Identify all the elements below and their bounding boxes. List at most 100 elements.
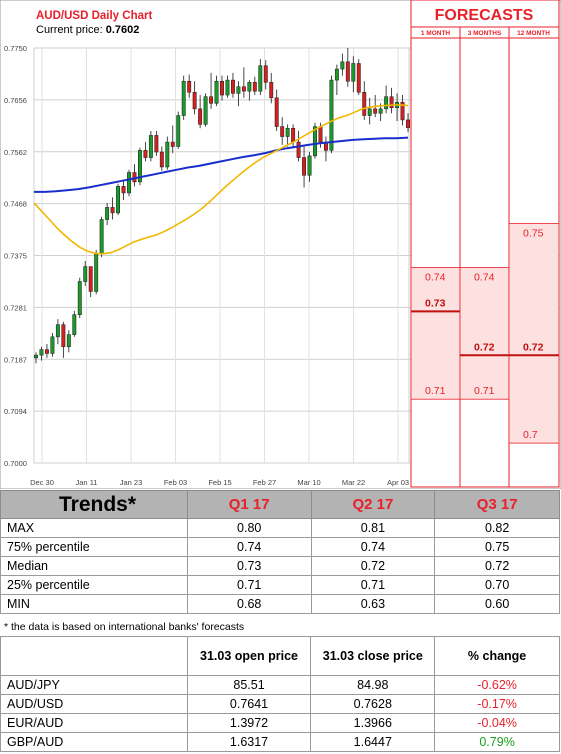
candle-body [258, 65, 263, 92]
candle-body [116, 186, 121, 214]
candle-body [302, 157, 307, 176]
cell: 0.72 [434, 556, 560, 576]
candle-body [61, 324, 66, 348]
table-row: AUD/USD 0.7641 0.7628 -0.17% [0, 694, 560, 714]
y-tick-label: 0.7562 [4, 148, 27, 157]
forecast-range [459, 267, 510, 400]
candle-body [356, 63, 361, 93]
candle-body [406, 119, 410, 128]
forecast-median-label: 0.72 [474, 341, 495, 353]
forecast-band: 0.74 0.71 0.72 [459, 267, 510, 400]
cell: 0.60 [434, 594, 560, 614]
candle [143, 142, 148, 162]
forecast-high-label: 0.75 [523, 228, 544, 240]
candle [406, 113, 410, 133]
fx-col-open: 31.03 open price [186, 636, 312, 676]
candle [72, 310, 77, 337]
current-price-caption: Current price: 0.7602 [36, 24, 139, 36]
forecast-median-label: 0.72 [523, 341, 544, 353]
candle [170, 125, 175, 154]
candle [88, 266, 93, 297]
cell: 0.73 [186, 556, 312, 576]
y-tick-label: 0.7281 [4, 303, 27, 312]
candle-body [313, 126, 317, 157]
candle-body [269, 82, 274, 99]
candle [61, 321, 66, 358]
cell: 1.3966 [310, 713, 436, 733]
candle [280, 117, 285, 145]
x-tick-label: Feb 15 [208, 478, 231, 487]
candle [94, 249, 99, 295]
cell: 0.81 [310, 518, 436, 538]
candle-body [389, 96, 394, 109]
candle-body [39, 349, 44, 356]
y-tick-label: 0.7750 [4, 44, 27, 53]
forecast-low-label: 0.71 [474, 385, 495, 397]
candle-body [252, 82, 257, 92]
change-cell: -0.62% [434, 675, 560, 695]
y-tick-label: 0.7468 [4, 200, 27, 209]
pair-label: EUR/AUD [0, 713, 188, 733]
pair-label: AUD/USD [0, 694, 188, 714]
row-label: 75% percentile [0, 537, 188, 557]
row-label: MIN [0, 594, 188, 614]
ma-slow-line [34, 136, 409, 193]
candle-body [137, 150, 142, 183]
candle [362, 81, 367, 120]
cell: 85.51 [186, 675, 312, 695]
candle [241, 67, 246, 98]
cell: 1.6317 [186, 732, 312, 752]
candle-body [181, 80, 186, 116]
row-label: 25% percentile [0, 575, 188, 595]
candle [77, 277, 82, 319]
candle-body [214, 80, 219, 104]
candle-body [55, 324, 60, 338]
table-row: 75% percentile 0.74 0.74 0.75 [0, 537, 560, 557]
candle-body [367, 108, 372, 116]
cell: 1.6447 [310, 732, 436, 752]
candle [55, 319, 60, 345]
candle [148, 131, 153, 162]
y-tick-label: 0.7375 [4, 252, 27, 261]
forecast-range [410, 267, 461, 400]
x-tick-label: Feb 03 [164, 478, 187, 487]
candle [137, 147, 142, 186]
candle-body [230, 79, 235, 94]
ma-fast-line [33, 104, 409, 255]
cell: 0.82 [434, 518, 560, 538]
forecast-median-label: 0.73 [425, 297, 446, 309]
candle [34, 352, 38, 364]
candle-body [83, 266, 88, 282]
candle-body [209, 96, 214, 104]
pair-label: AUD/JPY [0, 675, 188, 695]
candle-body [318, 126, 323, 143]
candle [127, 169, 131, 197]
candle [187, 74, 192, 98]
x-tick-label: Feb 27 [253, 478, 276, 487]
candle-body [187, 80, 192, 93]
x-tick-label: Mar 10 [297, 478, 320, 487]
trends-table: Trends* Q1 17 Q2 17 Q3 17 MAX 0.80 0.81 … [0, 490, 560, 614]
candle-body [345, 61, 350, 82]
forecasts-title: FORECASTS [435, 7, 534, 24]
candle [307, 152, 312, 182]
cell: 0.71 [310, 575, 436, 595]
candle-body [236, 86, 241, 94]
candle-body [176, 115, 181, 147]
candle-body [247, 82, 252, 92]
candle-body [280, 126, 285, 137]
candle-body [105, 207, 110, 220]
candle [302, 144, 307, 188]
candle-body [263, 65, 268, 83]
candle [105, 202, 110, 226]
candle [274, 89, 279, 131]
candle-body [351, 63, 356, 82]
candle-body [274, 97, 279, 127]
candle [400, 95, 405, 126]
candle [258, 59, 263, 96]
candle-body [307, 155, 312, 176]
forecast-panel: FORECASTS 1 MONTH 3 MONTHS 12 MONTH 0.74… [410, 0, 560, 488]
candle [159, 146, 164, 171]
candle-body [400, 101, 405, 121]
candle [181, 75, 186, 120]
